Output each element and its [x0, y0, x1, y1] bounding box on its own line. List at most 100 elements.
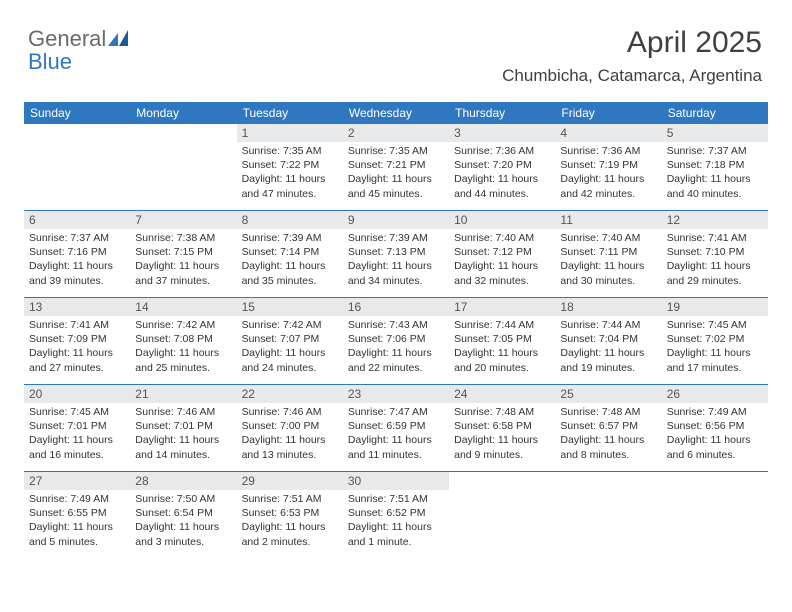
day-cell: 20Sunrise: 7:45 AMSunset: 7:01 PMDayligh…	[24, 385, 130, 471]
sunrise-text: Sunrise: 7:36 AM	[560, 144, 656, 158]
sunset-text: Sunset: 7:02 PM	[667, 332, 763, 346]
sunrise-text: Sunrise: 7:51 AM	[348, 492, 444, 506]
day-cell: 16Sunrise: 7:43 AMSunset: 7:06 PMDayligh…	[343, 298, 449, 384]
sunset-text: Sunset: 7:14 PM	[242, 245, 338, 259]
sunset-text: Sunset: 7:20 PM	[454, 158, 550, 172]
daylight-text: Daylight: 11 hours and 14 minutes.	[135, 433, 231, 461]
day-cell	[662, 472, 768, 558]
day-body: Sunrise: 7:44 AMSunset: 7:04 PMDaylight:…	[555, 316, 661, 379]
day-number: 27	[24, 472, 130, 490]
day-body: Sunrise: 7:42 AMSunset: 7:07 PMDaylight:…	[237, 316, 343, 379]
daylight-text: Daylight: 11 hours and 3 minutes.	[135, 520, 231, 548]
day-cell: 2Sunrise: 7:35 AMSunset: 7:21 PMDaylight…	[343, 124, 449, 210]
day-number: 13	[24, 298, 130, 316]
day-body: Sunrise: 7:49 AMSunset: 6:56 PMDaylight:…	[662, 403, 768, 466]
week-row: 27Sunrise: 7:49 AMSunset: 6:55 PMDayligh…	[24, 471, 768, 558]
daylight-text: Daylight: 11 hours and 25 minutes.	[135, 346, 231, 374]
day-number: 17	[449, 298, 555, 316]
day-body: Sunrise: 7:36 AMSunset: 7:19 PMDaylight:…	[555, 142, 661, 205]
day-number: 22	[237, 385, 343, 403]
day-body: Sunrise: 7:42 AMSunset: 7:08 PMDaylight:…	[130, 316, 236, 379]
daylight-text: Daylight: 11 hours and 20 minutes.	[454, 346, 550, 374]
sunset-text: Sunset: 7:18 PM	[667, 158, 763, 172]
day-body: Sunrise: 7:41 AMSunset: 7:09 PMDaylight:…	[24, 316, 130, 379]
daylight-text: Daylight: 11 hours and 37 minutes.	[135, 259, 231, 287]
day-body: Sunrise: 7:36 AMSunset: 7:20 PMDaylight:…	[449, 142, 555, 205]
daylight-text: Daylight: 11 hours and 13 minutes.	[242, 433, 338, 461]
day-body: Sunrise: 7:49 AMSunset: 6:55 PMDaylight:…	[24, 490, 130, 553]
sunrise-text: Sunrise: 7:35 AM	[348, 144, 444, 158]
day-body: Sunrise: 7:51 AMSunset: 6:52 PMDaylight:…	[343, 490, 449, 553]
day-body: Sunrise: 7:40 AMSunset: 7:11 PMDaylight:…	[555, 229, 661, 292]
day-number: 7	[130, 211, 236, 229]
sunset-text: Sunset: 7:06 PM	[348, 332, 444, 346]
day-cell: 23Sunrise: 7:47 AMSunset: 6:59 PMDayligh…	[343, 385, 449, 471]
day-number: 26	[662, 385, 768, 403]
sunset-text: Sunset: 7:10 PM	[667, 245, 763, 259]
daylight-text: Daylight: 11 hours and 47 minutes.	[242, 172, 338, 200]
sunset-text: Sunset: 7:07 PM	[242, 332, 338, 346]
daylight-text: Daylight: 11 hours and 44 minutes.	[454, 172, 550, 200]
daylight-text: Daylight: 11 hours and 11 minutes.	[348, 433, 444, 461]
sunset-text: Sunset: 7:09 PM	[29, 332, 125, 346]
sunrise-text: Sunrise: 7:37 AM	[29, 231, 125, 245]
sunrise-text: Sunrise: 7:39 AM	[348, 231, 444, 245]
daylight-text: Daylight: 11 hours and 22 minutes.	[348, 346, 444, 374]
sunset-text: Sunset: 6:59 PM	[348, 419, 444, 433]
sunset-text: Sunset: 7:08 PM	[135, 332, 231, 346]
logo-sail-icon	[108, 33, 130, 50]
daylight-text: Daylight: 11 hours and 24 minutes.	[242, 346, 338, 374]
daylight-text: Daylight: 11 hours and 16 minutes.	[29, 433, 125, 461]
day-cell: 21Sunrise: 7:46 AMSunset: 7:01 PMDayligh…	[130, 385, 236, 471]
day-body: Sunrise: 7:51 AMSunset: 6:53 PMDaylight:…	[237, 490, 343, 553]
sunset-text: Sunset: 6:53 PM	[242, 506, 338, 520]
weekday-header-row: Sunday Monday Tuesday Wednesday Thursday…	[24, 102, 768, 124]
day-body: Sunrise: 7:38 AMSunset: 7:15 PMDaylight:…	[130, 229, 236, 292]
sunset-text: Sunset: 7:05 PM	[454, 332, 550, 346]
weekday-header: Wednesday	[343, 102, 449, 124]
week-row: 13Sunrise: 7:41 AMSunset: 7:09 PMDayligh…	[24, 297, 768, 384]
day-body: Sunrise: 7:45 AMSunset: 7:02 PMDaylight:…	[662, 316, 768, 379]
day-cell: 8Sunrise: 7:39 AMSunset: 7:14 PMDaylight…	[237, 211, 343, 297]
day-number: 12	[662, 211, 768, 229]
day-number: 29	[237, 472, 343, 490]
day-cell: 10Sunrise: 7:40 AMSunset: 7:12 PMDayligh…	[449, 211, 555, 297]
daylight-text: Daylight: 11 hours and 30 minutes.	[560, 259, 656, 287]
daylight-text: Daylight: 11 hours and 32 minutes.	[454, 259, 550, 287]
day-cell	[555, 472, 661, 558]
day-number: 4	[555, 124, 661, 142]
daylight-text: Daylight: 11 hours and 40 minutes.	[667, 172, 763, 200]
day-cell: 28Sunrise: 7:50 AMSunset: 6:54 PMDayligh…	[130, 472, 236, 558]
day-cell: 18Sunrise: 7:44 AMSunset: 7:04 PMDayligh…	[555, 298, 661, 384]
sunset-text: Sunset: 6:56 PM	[667, 419, 763, 433]
day-cell: 4Sunrise: 7:36 AMSunset: 7:19 PMDaylight…	[555, 124, 661, 210]
sunrise-text: Sunrise: 7:51 AM	[242, 492, 338, 506]
day-body: Sunrise: 7:47 AMSunset: 6:59 PMDaylight:…	[343, 403, 449, 466]
day-cell: 9Sunrise: 7:39 AMSunset: 7:13 PMDaylight…	[343, 211, 449, 297]
weekday-header: Friday	[555, 102, 661, 124]
location: Chumbicha, Catamarca, Argentina	[502, 66, 762, 86]
day-number: 5	[662, 124, 768, 142]
day-body: Sunrise: 7:35 AMSunset: 7:22 PMDaylight:…	[237, 142, 343, 205]
week-row: 1Sunrise: 7:35 AMSunset: 7:22 PMDaylight…	[24, 124, 768, 210]
day-body: Sunrise: 7:37 AMSunset: 7:16 PMDaylight:…	[24, 229, 130, 292]
daylight-text: Daylight: 11 hours and 6 minutes.	[667, 433, 763, 461]
week-row: 20Sunrise: 7:45 AMSunset: 7:01 PMDayligh…	[24, 384, 768, 471]
sunrise-text: Sunrise: 7:40 AM	[454, 231, 550, 245]
day-cell: 19Sunrise: 7:45 AMSunset: 7:02 PMDayligh…	[662, 298, 768, 384]
logo: General Blue	[28, 28, 130, 74]
weekday-header: Sunday	[24, 102, 130, 124]
sunset-text: Sunset: 7:22 PM	[242, 158, 338, 172]
sunrise-text: Sunrise: 7:35 AM	[242, 144, 338, 158]
day-cell: 3Sunrise: 7:36 AMSunset: 7:20 PMDaylight…	[449, 124, 555, 210]
daylight-text: Daylight: 11 hours and 39 minutes.	[29, 259, 125, 287]
sunset-text: Sunset: 6:57 PM	[560, 419, 656, 433]
day-cell: 1Sunrise: 7:35 AMSunset: 7:22 PMDaylight…	[237, 124, 343, 210]
day-number: 11	[555, 211, 661, 229]
sunset-text: Sunset: 7:11 PM	[560, 245, 656, 259]
daylight-text: Daylight: 11 hours and 1 minute.	[348, 520, 444, 548]
day-body: Sunrise: 7:37 AMSunset: 7:18 PMDaylight:…	[662, 142, 768, 205]
sunrise-text: Sunrise: 7:48 AM	[454, 405, 550, 419]
sunrise-text: Sunrise: 7:41 AM	[29, 318, 125, 332]
weekday-header: Thursday	[449, 102, 555, 124]
